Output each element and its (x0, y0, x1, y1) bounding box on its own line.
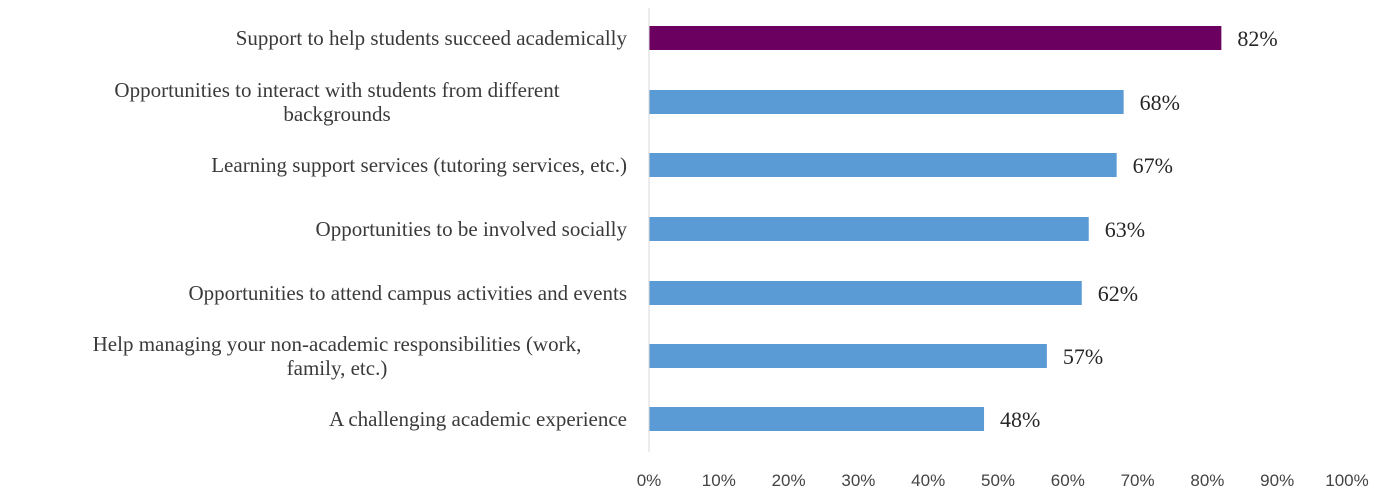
category-label-line: Opportunities to interact with students … (114, 78, 559, 102)
category-label-line: Learning support services (tutoring serv… (211, 153, 627, 177)
value-label-3: 63% (1105, 217, 1145, 242)
category-label-line: Support to help students succeed academi… (236, 26, 628, 50)
category-labels: Support to help students succeed academi… (93, 26, 628, 431)
x-tick-label: 70% (1121, 471, 1155, 490)
bar-5 (649, 344, 1047, 368)
value-labels: 82% 68% 67% 63% 62% 57% 48% (1000, 26, 1278, 432)
category-label-1: Opportunities to interact with students … (114, 78, 559, 126)
x-tick-label: 60% (1051, 471, 1085, 490)
category-label-2: Learning support services (tutoring serv… (211, 153, 627, 177)
x-tick-label: 80% (1190, 471, 1224, 490)
category-label-line: Opportunities to attend campus activitie… (188, 281, 627, 305)
category-label-6: A challenging academic experience (329, 407, 627, 431)
category-label-line: backgrounds (283, 102, 390, 126)
x-tick-label: 40% (911, 471, 945, 490)
x-tick-label: 90% (1260, 471, 1294, 490)
bar-1 (649, 90, 1124, 114)
bars-layer (649, 26, 1222, 431)
value-label-1: 68% (1140, 90, 1180, 115)
category-label-4: Opportunities to attend campus activitie… (188, 281, 627, 305)
x-tick-label: 50% (981, 471, 1015, 490)
category-label-line: Opportunities to be involved socially (316, 217, 628, 241)
x-tick-label: 100% (1325, 471, 1368, 490)
bar-2 (649, 153, 1117, 177)
value-label-5: 57% (1063, 344, 1103, 369)
x-tick-label: 20% (772, 471, 806, 490)
category-label-0: Support to help students succeed academi… (236, 26, 628, 50)
x-tick-label: 30% (841, 471, 875, 490)
bar-4 (649, 281, 1082, 305)
category-label-line: A challenging academic experience (329, 407, 627, 431)
x-tick-label: 10% (702, 471, 736, 490)
category-label-3: Opportunities to be involved socially (316, 217, 628, 241)
category-label-5: Help managing your non-academic responsi… (93, 332, 582, 380)
x-axis-ticks: 0% 10% 20% 30% 40% 50% 60% 70% 80% 90% 100% (637, 471, 1369, 490)
value-label-6: 48% (1000, 407, 1040, 432)
bar-0 (649, 26, 1222, 50)
x-tick-label: 0% (637, 471, 662, 490)
value-label-4: 62% (1098, 281, 1138, 306)
bar-6 (649, 407, 985, 431)
value-label-2: 67% (1133, 153, 1173, 178)
category-label-line: Help managing your non-academic responsi… (93, 332, 582, 356)
category-label-line: family, etc.) (287, 356, 388, 380)
value-label-0: 82% (1237, 26, 1277, 51)
bar-3 (649, 217, 1089, 241)
